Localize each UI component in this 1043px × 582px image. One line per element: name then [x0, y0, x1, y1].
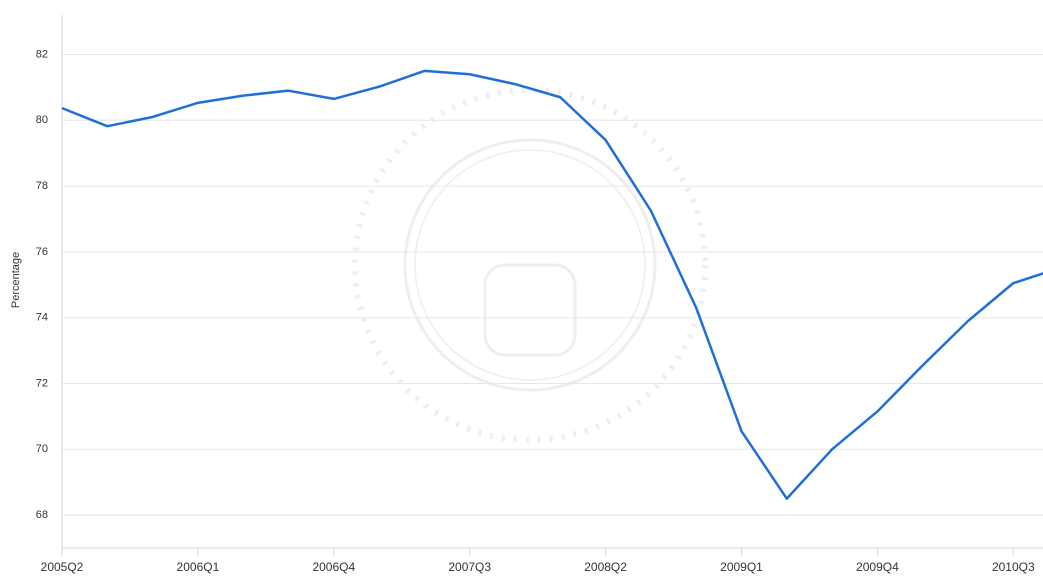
x-tick-label: 2009Q1 [720, 560, 763, 574]
y-tick-label: 72 [36, 377, 48, 389]
y-tick-label: 82 [36, 48, 48, 60]
y-tick-label: 76 [36, 246, 48, 258]
x-tick-label: 2008Q2 [584, 560, 627, 574]
y-axis-label: Percentage [10, 252, 22, 308]
x-tick-label: 2006Q4 [312, 560, 355, 574]
y-tick-label: 78 [36, 180, 48, 192]
x-tick-label: 2010Q3 [992, 560, 1035, 574]
y-tick-label: 70 [36, 443, 48, 455]
y-tick-label: 68 [36, 509, 48, 521]
x-tick-label: 2006Q1 [177, 560, 220, 574]
watermark-seal [352, 87, 708, 443]
data-line [61, 69, 1043, 500]
y-tick-label: 74 [36, 312, 48, 324]
x-tick-label: 2007Q3 [448, 560, 491, 574]
x-tick-label: 2005Q2 [41, 560, 84, 574]
y-tick-label: 80 [36, 114, 48, 126]
x-tick-label: 2009Q4 [856, 560, 899, 574]
